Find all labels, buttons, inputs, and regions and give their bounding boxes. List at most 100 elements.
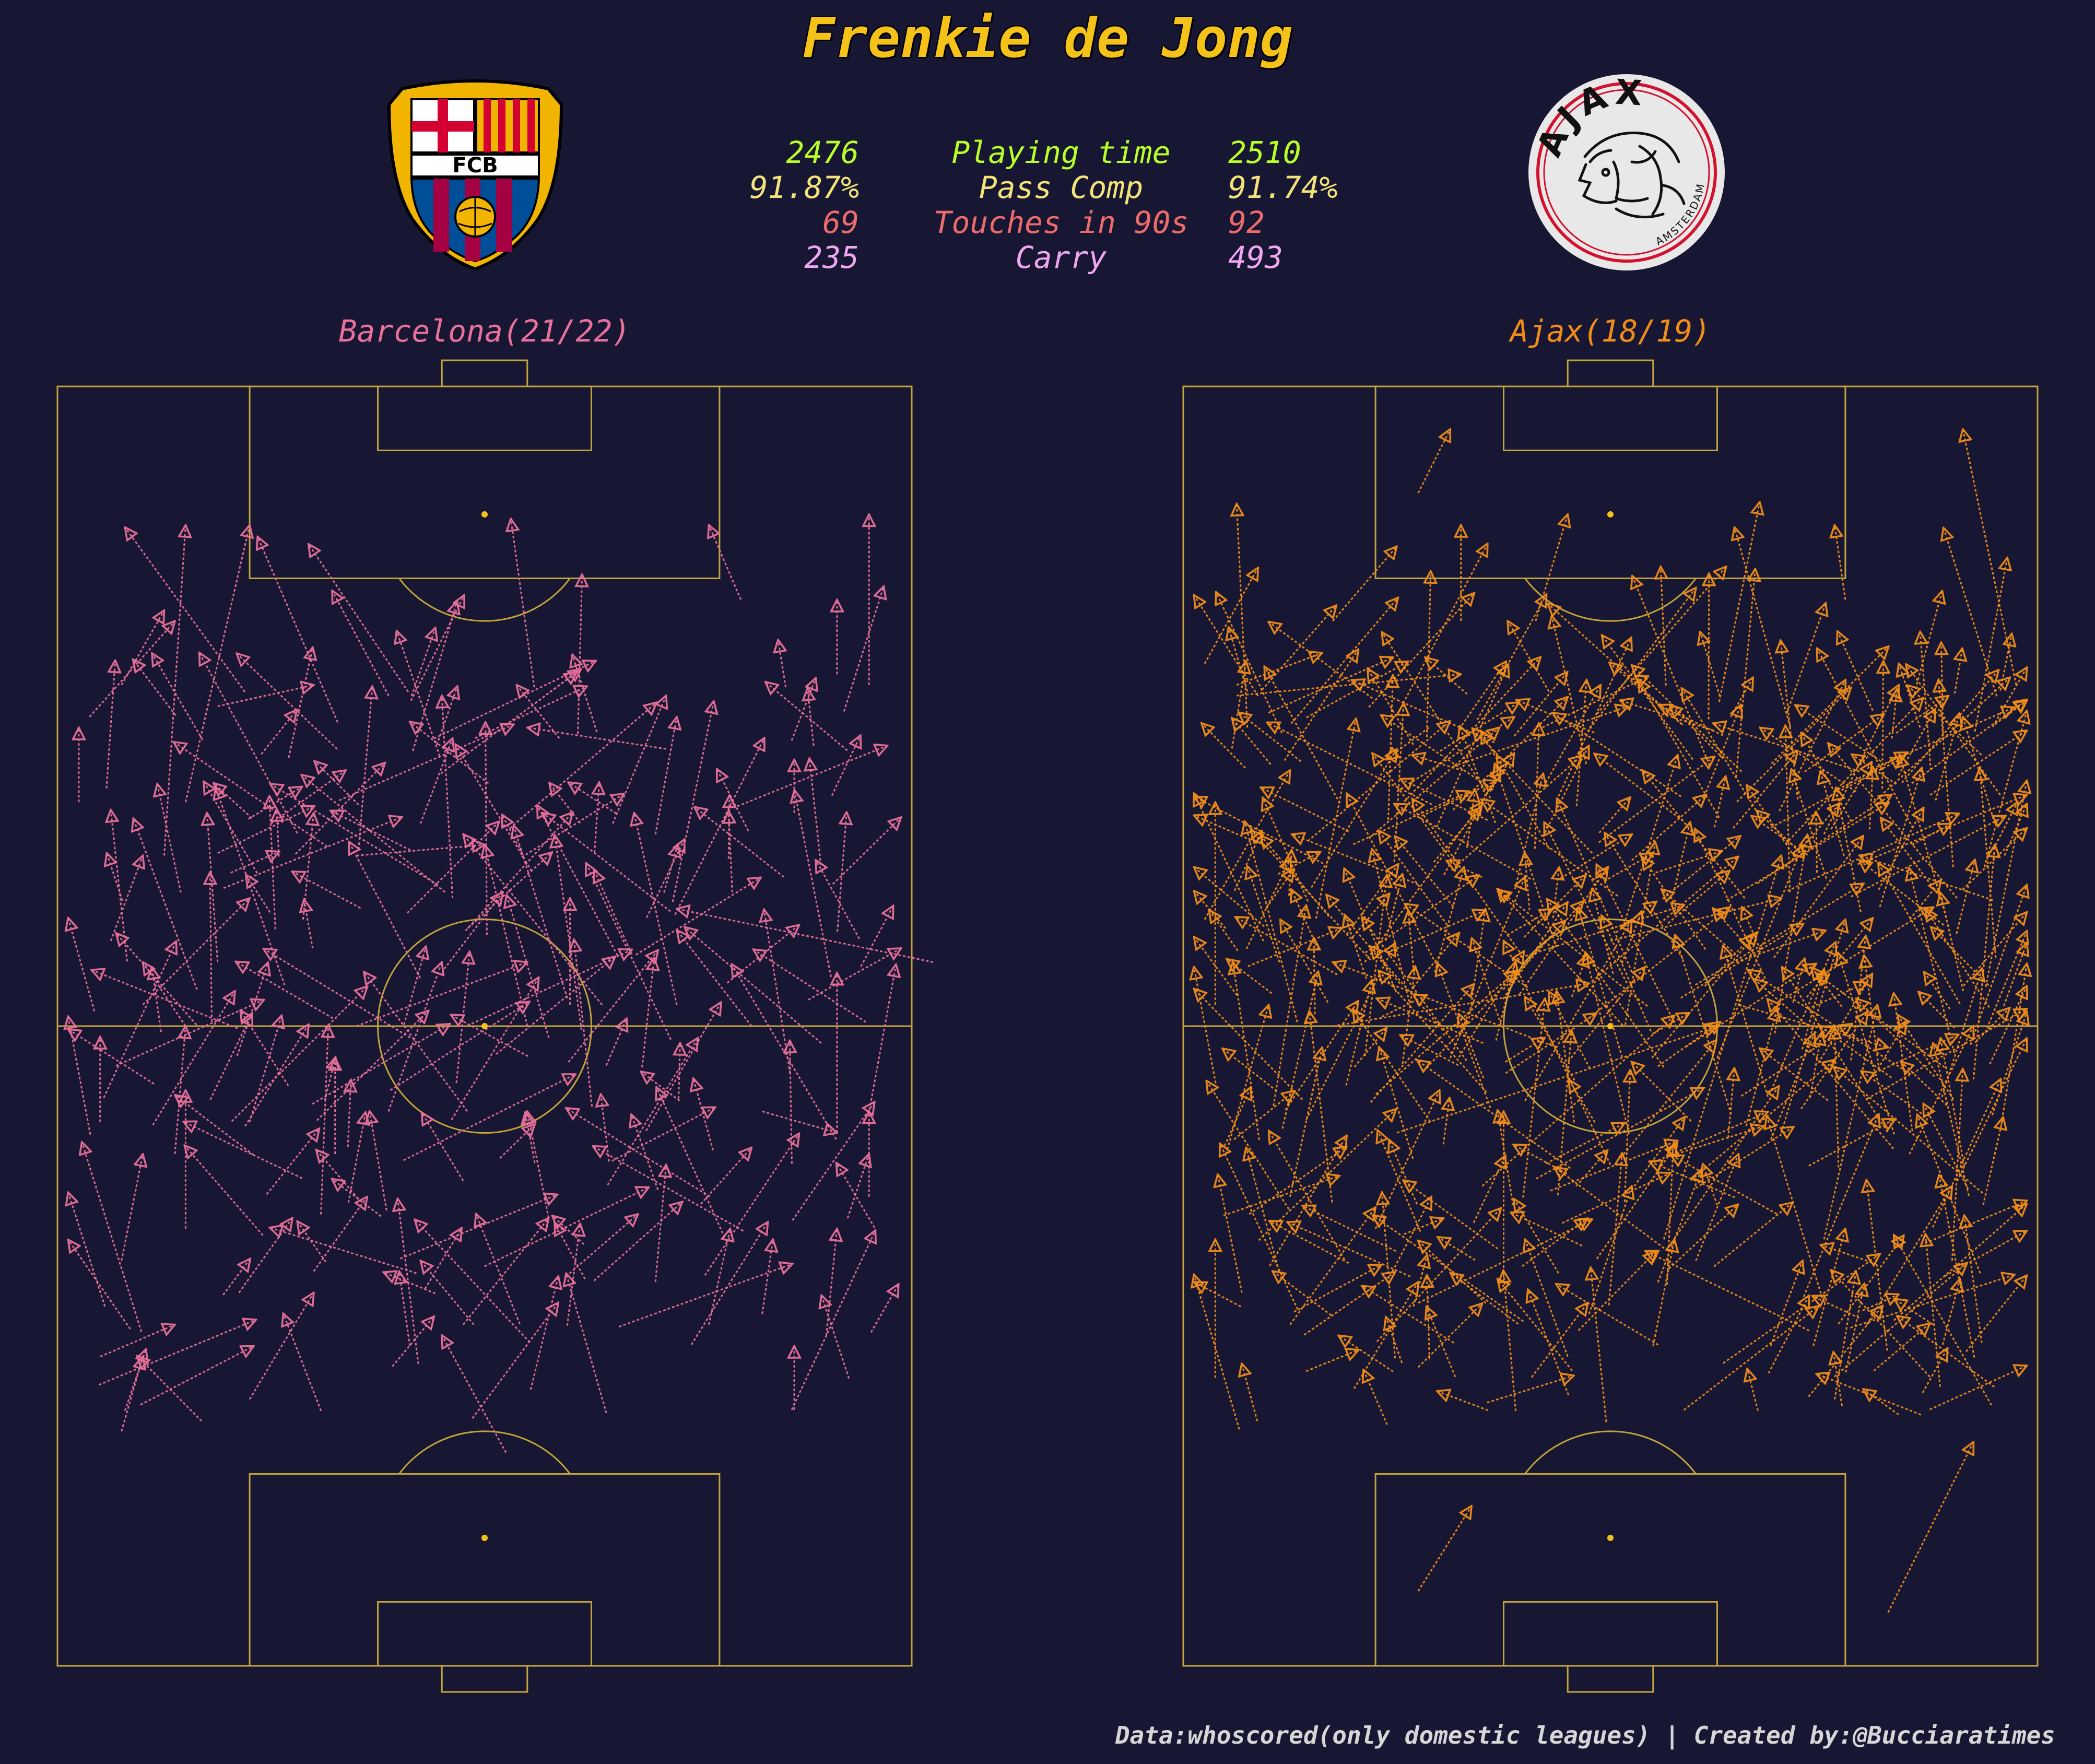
carry-arrow [1353, 1028, 1387, 1068]
carry-arrow [1723, 1254, 1880, 1364]
carry-arrow [1408, 911, 1414, 973]
carry-arrow [217, 806, 314, 854]
carry-arrow [320, 1025, 328, 1215]
carry-arrow [555, 1222, 586, 1280]
carry-arrow [348, 1080, 351, 1147]
carry-arrow [1379, 830, 1448, 925]
carry-arrow [1338, 1335, 1394, 1372]
carry-arrow [766, 682, 848, 751]
carry-arrow [1831, 1270, 1931, 1378]
carry-arrow [690, 1222, 768, 1345]
carry-arrow [331, 810, 411, 851]
carry-arrow [1922, 1348, 1948, 1393]
ajax-carry-pitch [1182, 359, 2039, 1693]
carry-arrow [717, 769, 749, 831]
bottom-six-yard-box [377, 1601, 592, 1667]
carry-arrow [1242, 1363, 1258, 1421]
bottom-penalty-box [1374, 1473, 1846, 1667]
carry-arrow [1787, 814, 1959, 892]
bottom-penalty-arc [398, 1430, 571, 1475]
carry-arrow [332, 1179, 382, 1217]
carry-arrow [1498, 1279, 1573, 1371]
carry-arrow [1554, 1167, 1665, 1249]
carry-arrow [586, 863, 672, 1040]
carry-arrow [678, 1043, 680, 1099]
carry-arrow [1745, 1008, 1777, 1126]
stat-label: Pass Comp [979, 170, 1144, 205]
carry-arrow [316, 1150, 359, 1199]
carry-arrow [443, 892, 503, 970]
carry-arrow [1994, 701, 2027, 725]
carry-arrow [1535, 514, 1568, 621]
carry-arrow [1768, 999, 1894, 1149]
carry-arrow [1705, 704, 1741, 793]
top-penalty-box [249, 385, 721, 579]
carry-arrow [631, 1114, 659, 1191]
carry-arrow [1668, 1204, 1738, 1270]
carry-arrow [1567, 967, 1645, 1062]
carry-arrow [1412, 755, 1460, 770]
carry-arrow [1472, 728, 1593, 854]
carry-arrow [236, 962, 268, 1056]
carry-arrow [808, 948, 901, 1001]
pitch-markings [56, 359, 913, 1693]
carry-arrow [1795, 705, 1882, 762]
carry-arrow [1833, 1067, 1983, 1194]
carry-arrow [1911, 700, 2027, 784]
carry-arrow [1362, 917, 1467, 1062]
carry-arrow [420, 1261, 475, 1325]
carry-arrow [1550, 1140, 1678, 1192]
carry-arrow [837, 812, 847, 932]
carry-arrow [1786, 603, 1826, 713]
carry-arrow [1376, 1208, 1501, 1343]
stat-label: Playing time [951, 135, 1171, 170]
carry-arrow [1980, 768, 1997, 958]
carry-arrow [1771, 646, 1889, 765]
carry-arrow [1866, 1186, 1952, 1325]
carry-arrow [1908, 685, 1982, 756]
carry-arrow [1956, 860, 1975, 934]
carry-arrow [1713, 777, 1725, 828]
carry-arrow [1413, 1255, 1427, 1307]
carry-arrow [1202, 723, 1246, 769]
carry-arrow [618, 1264, 792, 1327]
carry-arrow [1845, 1284, 1865, 1373]
carry-arrow [1605, 833, 1684, 959]
carry-arrow [1925, 909, 1990, 1008]
carry-arrow [230, 852, 279, 874]
carry-arrow [1264, 666, 1341, 804]
carry-arrow [514, 826, 568, 999]
carry-arrow [1553, 713, 1682, 797]
carry-arrow [656, 1087, 726, 1238]
carry-arrow [1751, 816, 1808, 856]
carry-arrow [1939, 1175, 1975, 1358]
carry-arrow [1594, 754, 1684, 822]
carry-arrow [1730, 677, 1753, 718]
carry-arrow [1962, 912, 2027, 986]
carry-arrow [1893, 1204, 2027, 1321]
carry-arrow [1974, 1008, 2009, 1043]
carry-arrow [1800, 1012, 1868, 1110]
carry-arrow [1932, 1079, 2000, 1228]
carry-arrow [1379, 1047, 1414, 1159]
carry-arrow [1649, 1161, 1735, 1198]
carry-arrow [1561, 1173, 1671, 1224]
carry-arrow [1333, 983, 1589, 1027]
carry-arrow [708, 1229, 730, 1325]
carry-arrow [301, 775, 446, 893]
carry-arrow [1887, 1442, 1974, 1613]
carry-arrow [860, 905, 893, 967]
carry-arrow [1985, 781, 2027, 987]
carry-arrow [1592, 889, 1614, 974]
carry-arrow [199, 653, 298, 834]
carry-arrow [1657, 1022, 1721, 1067]
top-penalty-spot [481, 511, 488, 518]
barcelona-carry-pitch [56, 359, 934, 1693]
carry-arrow [792, 1102, 875, 1221]
carry-arrow [572, 654, 598, 733]
carry-arrow [1351, 680, 1495, 744]
carry-arrow [1305, 1350, 1359, 1372]
carry-arrow [1935, 713, 1959, 801]
carry-arrow [1549, 992, 1591, 1069]
carry-arrow [1481, 1016, 1675, 1187]
